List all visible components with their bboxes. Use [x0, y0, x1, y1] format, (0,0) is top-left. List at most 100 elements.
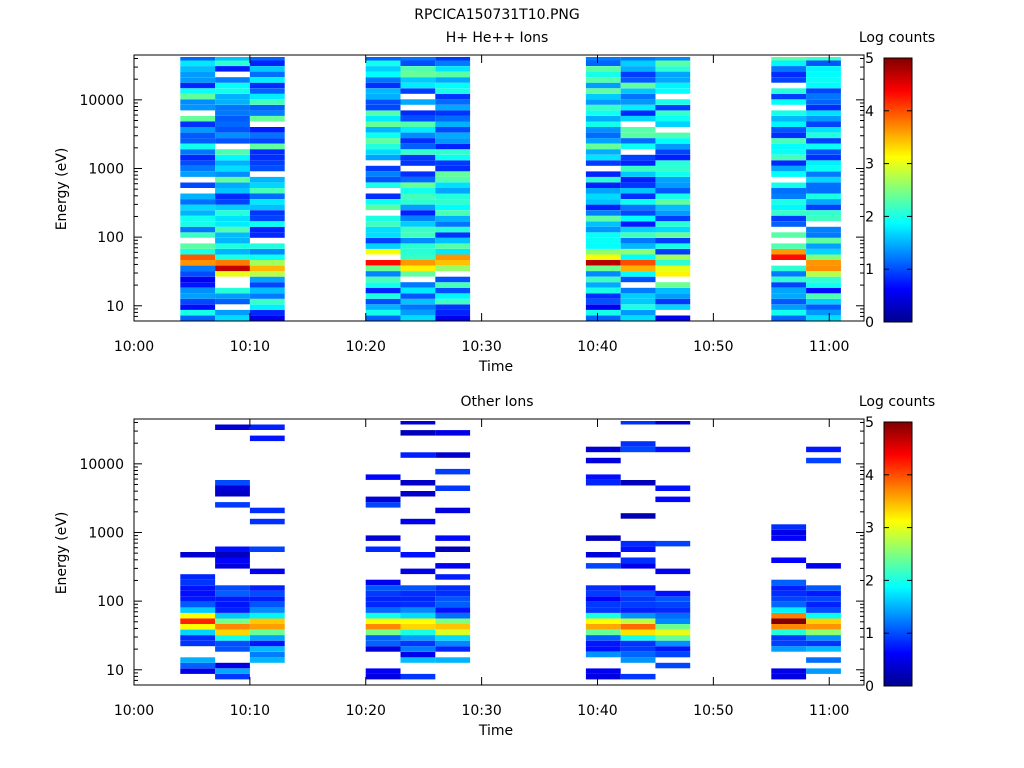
heatmap-cell [365, 640, 401, 647]
heatmap-cell [400, 121, 436, 127]
heatmap-cell [620, 421, 656, 425]
heatmap-cell [806, 77, 841, 83]
heatmap-cell [655, 243, 691, 249]
heatmap-cell [180, 77, 216, 83]
heatmap-cell [435, 160, 471, 166]
heatmap-cell [249, 199, 285, 205]
heatmap-cell [180, 618, 216, 624]
heatmap-cell [655, 629, 691, 636]
heatmap-cell [771, 88, 807, 94]
heatmap-cell [655, 496, 691, 503]
heatmap-cell [585, 127, 621, 133]
heatmap-cell [771, 624, 807, 630]
heatmap-cell [806, 88, 841, 94]
heatmap-cell [400, 243, 436, 249]
heatmap-cell [435, 204, 471, 211]
colorbar-ticks: 0 1 2 3 4 5 [865, 51, 912, 331]
heatmap-cell [435, 635, 471, 641]
heatmap-cell [771, 215, 807, 222]
heatmap-cell [400, 66, 436, 72]
heatmap-cell [249, 249, 285, 255]
heatmap-cell [585, 673, 621, 680]
heatmap-cell [806, 249, 841, 255]
heatmap-cell [400, 215, 436, 222]
heatmap-cell [400, 204, 436, 211]
heatmap-cell [585, 66, 621, 72]
heatmap-cell [180, 199, 216, 205]
heatmap-cell [365, 77, 401, 83]
heatmap-cell [365, 199, 401, 205]
heatmap-cell [806, 282, 841, 288]
heatmap-cell [620, 249, 656, 255]
heatmap-cell [249, 607, 285, 613]
heatmap-cell [249, 590, 285, 597]
heatmap-cell [215, 171, 250, 177]
colorbar-tick-label: 2 [865, 209, 874, 225]
heatmap-cell [249, 309, 285, 316]
heatmap-cell [655, 260, 691, 266]
heatmap-cell [585, 596, 621, 602]
y-tick-label: 10000 [79, 93, 124, 109]
y-axis-ticks: 10 100 1000 10000 [79, 422, 864, 686]
x-tick-label: 11:00 [809, 339, 849, 355]
heatmap-cell [365, 193, 401, 199]
heatmap-cell [771, 110, 807, 116]
heatmap-cell [365, 287, 401, 294]
heatmap-cell [249, 640, 285, 647]
heatmap-cell [400, 552, 436, 558]
heatmap-cell [620, 271, 656, 277]
heatmap-cell [180, 60, 216, 66]
heatmap-cell [806, 260, 841, 266]
heatmap-cell [620, 204, 656, 211]
heatmap-cell [655, 149, 691, 155]
heatmap-cell [806, 82, 841, 89]
heatmap-cell [215, 149, 250, 155]
colorbar [883, 421, 913, 687]
heatmap-cell [400, 309, 436, 316]
heatmap-cell [771, 635, 807, 641]
heatmap-cell [400, 568, 436, 575]
colorbar-tick-label: 2 [865, 573, 874, 589]
heatmap-cell [180, 254, 216, 260]
heatmap-cell [806, 132, 841, 139]
heatmap-cell [620, 480, 656, 486]
heatmap-cell [215, 293, 250, 299]
heatmap-cell [180, 182, 216, 188]
heatmap-cell [771, 71, 807, 78]
heatmap-cell [655, 215, 691, 222]
heatmap-cell [620, 618, 656, 624]
heatmap-cell [365, 271, 401, 277]
heatmap-cell [180, 635, 216, 641]
heatmap-cell [180, 271, 216, 277]
heatmap-cell [215, 607, 250, 613]
x-axis-label: Time [478, 359, 513, 375]
heatmap-cell [215, 215, 250, 222]
heatmap-cell [806, 446, 841, 453]
heatmap-cell [585, 635, 621, 641]
heatmap-cell [249, 282, 285, 288]
heatmap-cell [806, 657, 841, 663]
heatmap-cell [771, 287, 807, 294]
heatmap-cell [585, 215, 621, 222]
heatmap-cell [771, 607, 807, 613]
figure-title: RPCICA150731T10.PNG [414, 7, 579, 23]
heatmap-cell [655, 188, 691, 194]
heatmap-cell [806, 668, 841, 674]
heatmap-cell [620, 93, 656, 100]
heatmap-cell [365, 60, 401, 66]
heatmap-cell [365, 182, 401, 188]
colorbar [883, 57, 913, 323]
heatmap-cell [806, 127, 841, 133]
heatmap-cell [655, 232, 691, 238]
heatmap-cell [400, 143, 436, 150]
heatmap-cell [215, 188, 250, 194]
heatmap-cell [585, 601, 621, 608]
heatmap-cell [435, 546, 471, 552]
heatmap-cell [655, 635, 691, 641]
heatmap-cell [585, 88, 621, 94]
heatmap-cell [806, 71, 841, 78]
heatmap-cell [806, 171, 841, 177]
heatmap-cell [215, 480, 250, 486]
heatmap-cell [771, 210, 807, 216]
